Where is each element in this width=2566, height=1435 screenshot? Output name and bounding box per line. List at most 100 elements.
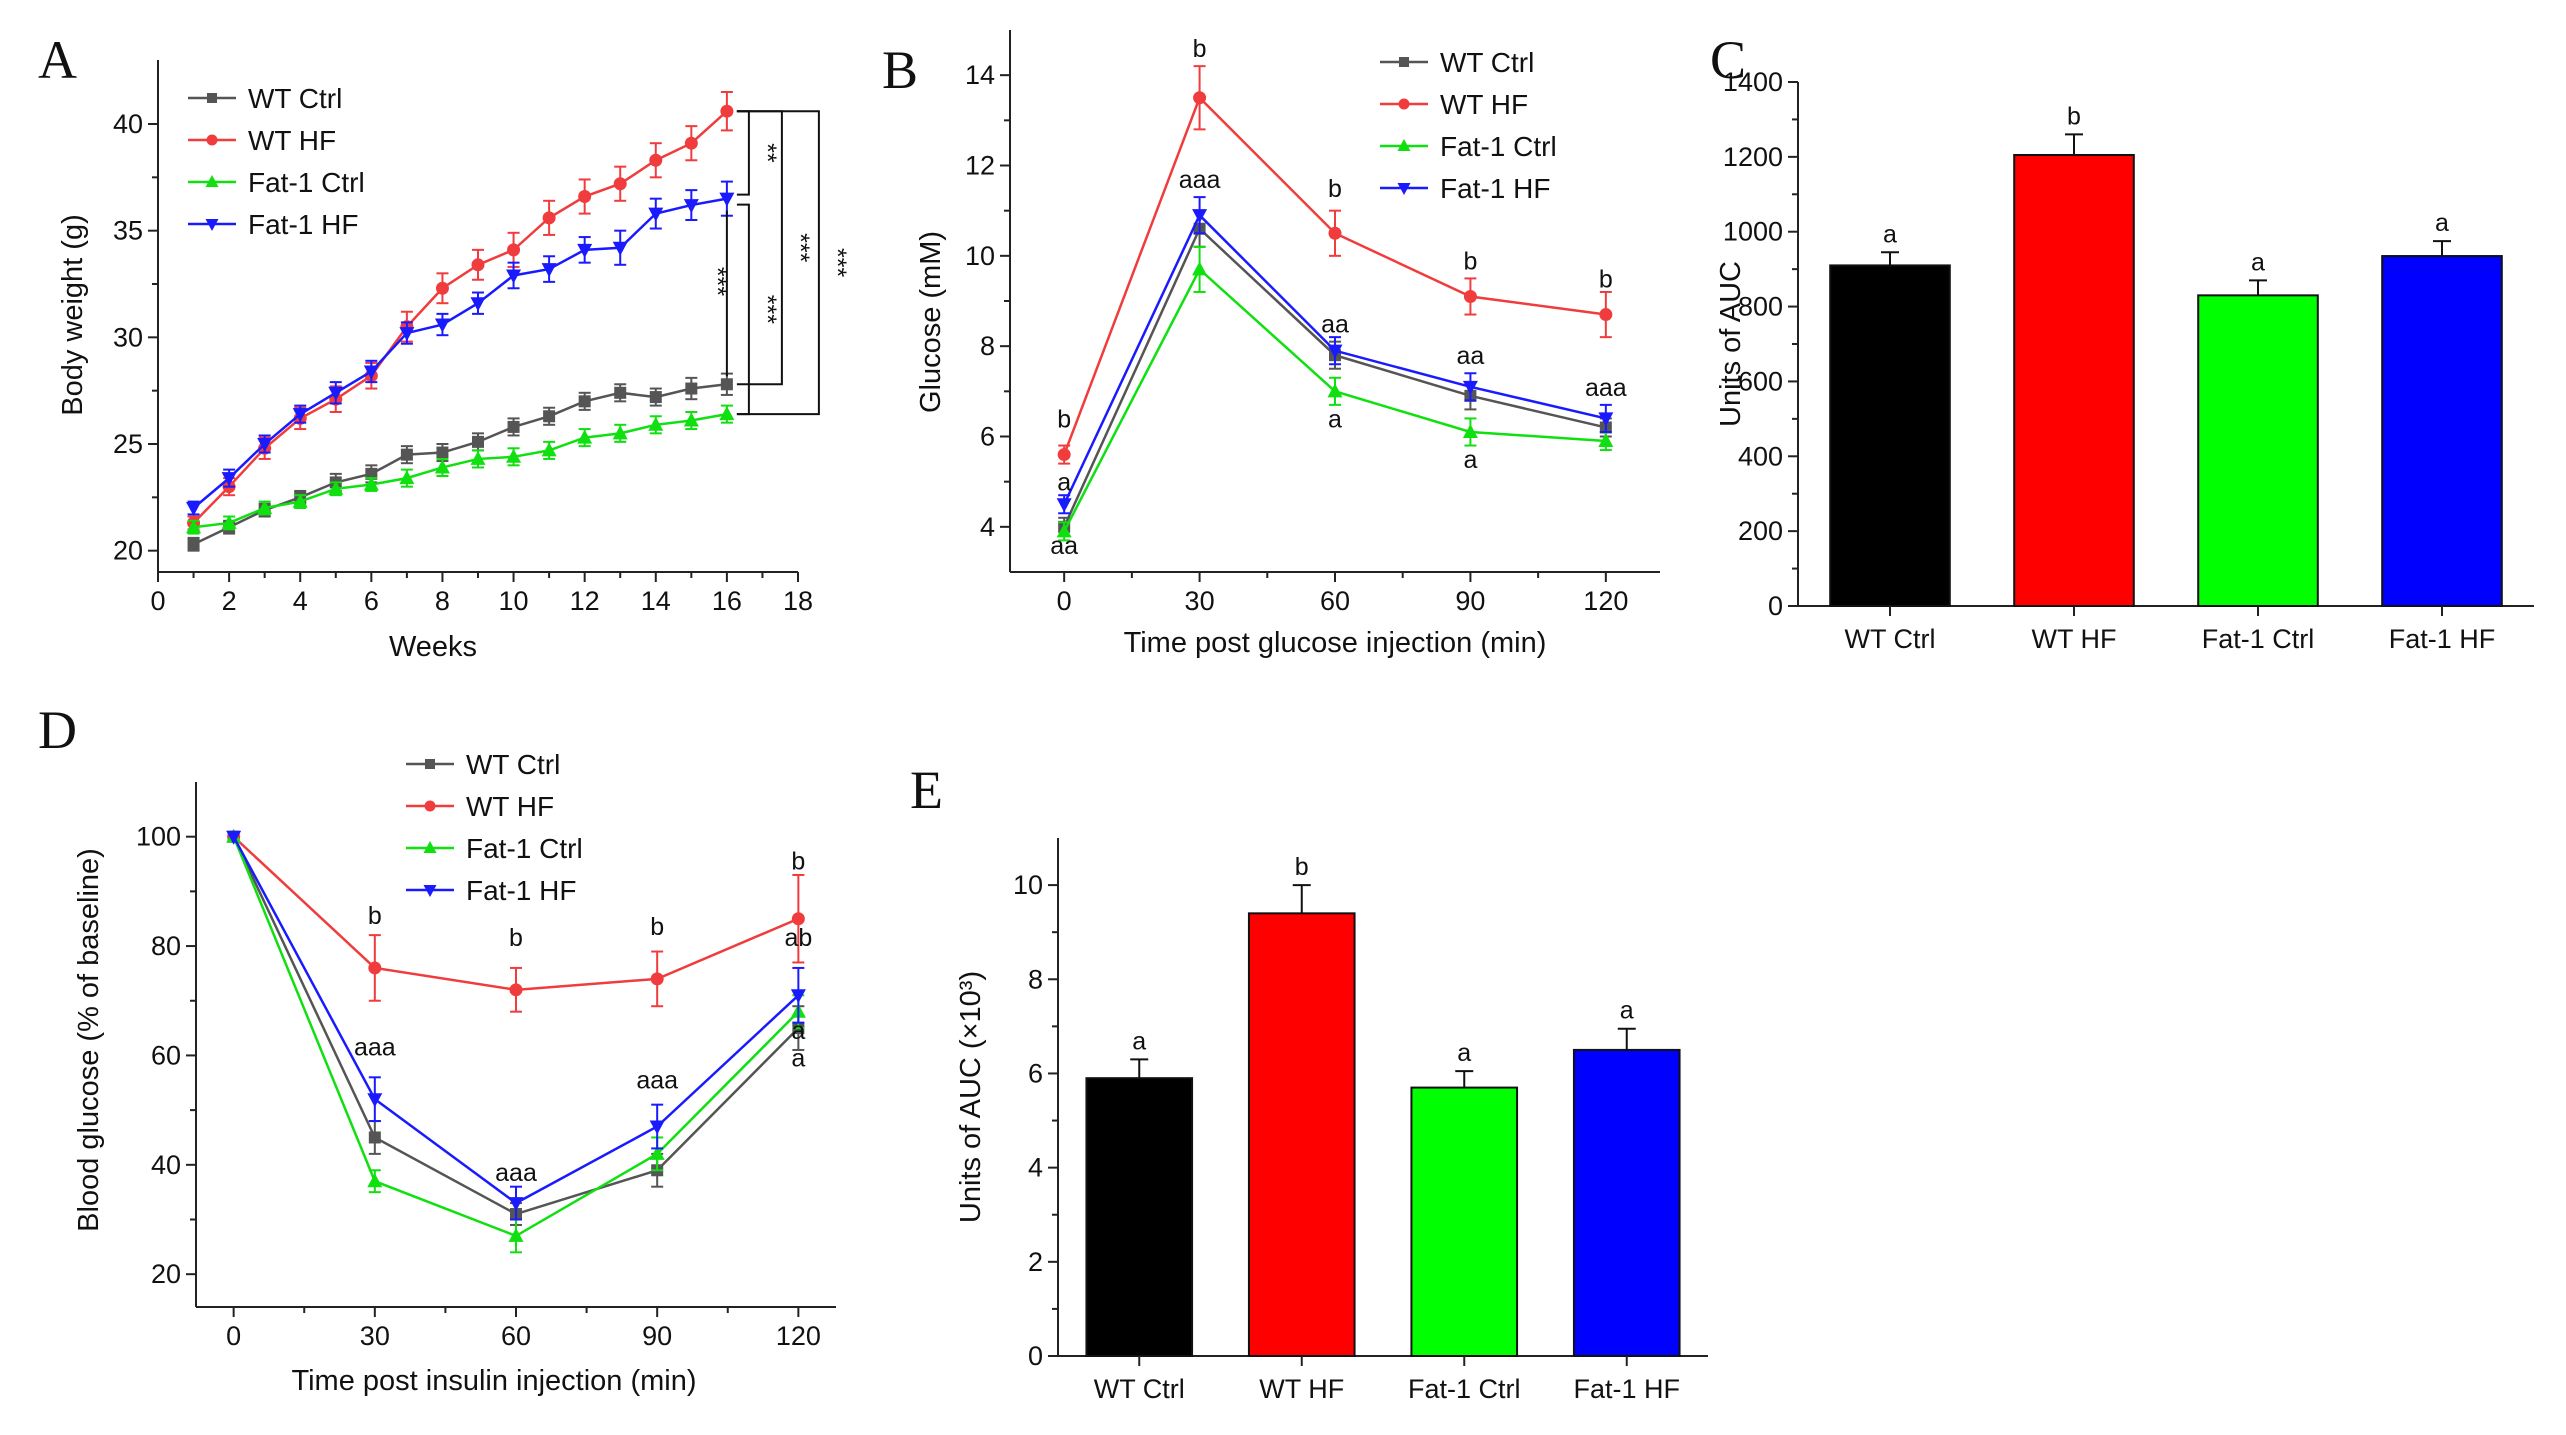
y-tick-label: 20 — [113, 536, 143, 566]
panel-label: E — [910, 760, 943, 820]
significance-bracket — [736, 110, 820, 416]
data-point — [719, 406, 735, 421]
significance-letter: a — [791, 1044, 805, 1072]
y-tick-label: 10 — [965, 241, 995, 271]
bar — [2197, 294, 2319, 607]
significance-letter: aa — [1050, 532, 1078, 560]
panel-e: E 0 2 4 6 8 10 a WT Ctrl b WT HF a Fat-1 Ctrl a Fat-1 … — [910, 760, 1708, 1404]
series-line — [192, 110, 728, 524]
y-tick-label: 400 — [1738, 441, 1783, 471]
x-tick-label: WT HF — [2032, 624, 2117, 654]
panel-c: C 0 200 400 600 800 1000 1200 1400 a WT Ctrl b WT HF… — [1710, 30, 2534, 654]
panel-label: A — [38, 30, 77, 90]
data-point — [399, 327, 415, 342]
x-tick-label: Fat-1 Ctrl — [2202, 624, 2315, 654]
bar — [2013, 153, 2135, 607]
legend-marker — [424, 800, 436, 812]
significance-letter: b — [791, 848, 805, 876]
bar — [1085, 1077, 1194, 1358]
x-tick-label: 30 — [360, 1321, 390, 1351]
x-tick-label: 18 — [783, 586, 813, 616]
y-axis-title: Glucose (mM) — [915, 231, 947, 413]
data-point — [363, 476, 379, 491]
legend-label: Fat-1 HF — [1440, 173, 1550, 204]
y-tick-label: 80 — [151, 931, 181, 961]
significance-letter: a — [1132, 1027, 1146, 1055]
data-point — [292, 408, 308, 423]
data-point — [1057, 448, 1071, 462]
data-point — [541, 442, 557, 457]
data-point — [719, 192, 735, 207]
data-point — [508, 1227, 524, 1242]
x-tick-label: WT Ctrl — [1845, 624, 1936, 654]
x-axis-title: Time post glucose injection (min) — [1124, 627, 1547, 659]
data-point — [542, 211, 556, 225]
data-point — [684, 136, 698, 150]
data-point — [186, 502, 202, 516]
data-point — [1056, 498, 1072, 513]
data-point — [1598, 433, 1614, 448]
data-point — [436, 446, 449, 459]
data-point — [187, 538, 200, 551]
y-tick-label: 35 — [113, 216, 143, 246]
x-tick-label: WT HF — [1259, 1374, 1344, 1404]
data-point — [186, 519, 202, 534]
data-point — [683, 412, 699, 427]
legend-marker — [207, 93, 217, 103]
significance-letter: a — [791, 1017, 805, 1045]
x-tick-label: 120 — [776, 1321, 821, 1351]
panel-label: B — [882, 40, 918, 100]
data-point — [363, 365, 379, 380]
legend-marker — [206, 134, 218, 146]
data-point — [543, 410, 556, 423]
data-point — [614, 386, 627, 399]
data-point — [471, 258, 485, 272]
data-point — [435, 281, 449, 295]
significance-stars: *** — [823, 248, 851, 277]
y-tick-label: 30 — [113, 322, 143, 352]
data-point — [1056, 523, 1072, 538]
panel-label: C — [1710, 30, 1746, 90]
data-point — [1463, 289, 1477, 303]
series-line — [192, 197, 728, 509]
data-point — [1598, 412, 1614, 427]
data-point — [507, 243, 521, 257]
data-point — [720, 378, 733, 391]
y-tick-label: 14 — [965, 60, 995, 90]
y-axis-title: Blood glucose (% of baseline) — [73, 848, 105, 1232]
significance-letter: b — [1328, 175, 1342, 203]
y-tick-label: 4 — [980, 512, 995, 542]
significance-letter: b — [509, 924, 523, 952]
x-tick-label: 0 — [150, 586, 165, 616]
x-tick-label: Fat-1 HF — [1573, 1374, 1680, 1404]
data-point — [649, 1120, 665, 1135]
bar — [1247, 912, 1356, 1357]
y-tick-label: 800 — [1738, 292, 1783, 322]
x-tick-label: Fat-1 HF — [2389, 624, 2496, 654]
x-tick-label: 90 — [1455, 586, 1485, 616]
y-tick-label: 25 — [113, 429, 143, 459]
significance-letter: b — [1599, 265, 1613, 293]
data-point — [1193, 91, 1207, 105]
data-point — [1462, 380, 1478, 395]
significance-stars: ** — [753, 143, 781, 163]
significance-letter: b — [1057, 405, 1071, 433]
y-tick-label: 12 — [965, 151, 995, 181]
legend-marker — [205, 219, 219, 231]
legend-label: Fat-1 HF — [248, 209, 358, 240]
data-point — [328, 386, 344, 401]
data-point — [649, 391, 662, 404]
legend-label: WT Ctrl — [466, 749, 560, 780]
significance-bracket — [736, 203, 750, 416]
x-tick-label: 14 — [641, 586, 671, 616]
x-tick-label: 90 — [642, 1321, 672, 1351]
significance-letter: aaa — [1585, 374, 1627, 402]
bar — [1829, 264, 1951, 607]
significance-letter: aaa — [636, 1066, 678, 1094]
x-tick-label: 4 — [293, 586, 308, 616]
x-tick-label: 120 — [1583, 586, 1628, 616]
y-tick-label: 0 — [1768, 591, 1783, 621]
y-tick-label: 1000 — [1723, 217, 1783, 247]
legend-marker — [1399, 57, 1409, 67]
